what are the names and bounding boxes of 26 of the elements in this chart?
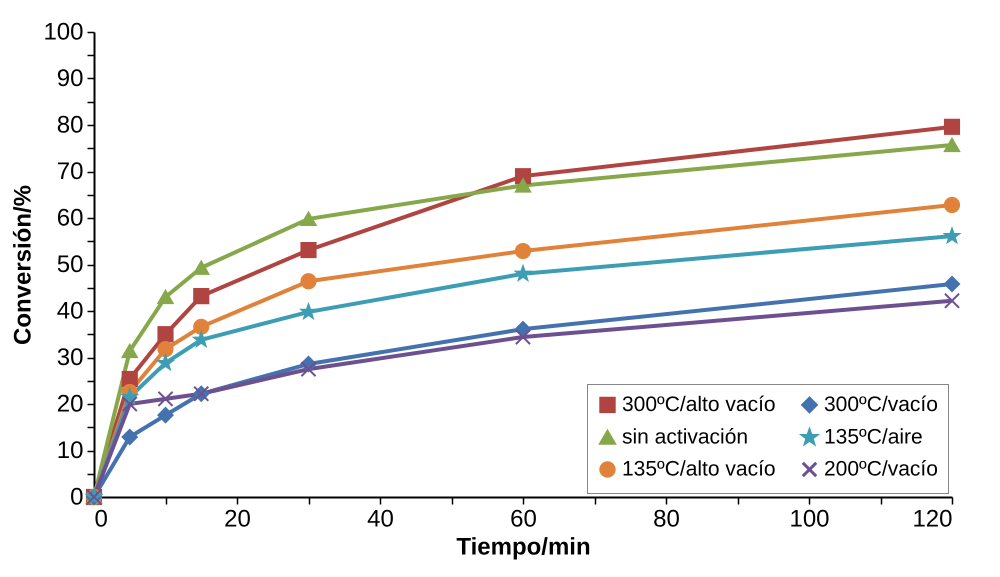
- x-tick-label: 0: [94, 506, 108, 532]
- y-tick-label: 0: [70, 484, 84, 510]
- x-tick-label: 60: [510, 506, 537, 532]
- legend-label: 300ºC/vacío: [824, 392, 938, 416]
- x-tick-label: 120: [912, 506, 952, 532]
- x-tick-label: 40: [367, 506, 394, 532]
- legend-label: 300ºC/alto vacío: [622, 392, 776, 416]
- y-tick-label: 90: [56, 65, 84, 92]
- legend-label: sin activación: [622, 426, 748, 448]
- x-axis-title: Tiempo/min: [456, 534, 591, 560]
- y-tick-label: 20: [56, 390, 84, 418]
- y-tick-label: 80: [56, 112, 84, 138]
- y-tick-label: 70: [56, 158, 84, 185]
- x-tick-label: 80: [653, 506, 680, 532]
- legend-label: 135ºC/aire: [824, 426, 923, 448]
- legend-label: 200ºC/vacío: [824, 458, 938, 480]
- x-tick-label: 20: [224, 506, 251, 532]
- legend-label: 135ºC/alto vacío: [622, 458, 776, 480]
- x-tick-label: 100: [789, 506, 830, 532]
- y-axis-title: Conversión/%: [9, 184, 36, 346]
- y-tick-label: 30: [56, 344, 84, 371]
- y-tick-label: 50: [56, 251, 84, 278]
- y-tick-label: 60: [56, 204, 84, 232]
- y-tick-label: 40: [56, 298, 84, 324]
- y-tick-label: 10: [56, 437, 84, 464]
- y-tick-label: 100: [43, 18, 84, 46]
